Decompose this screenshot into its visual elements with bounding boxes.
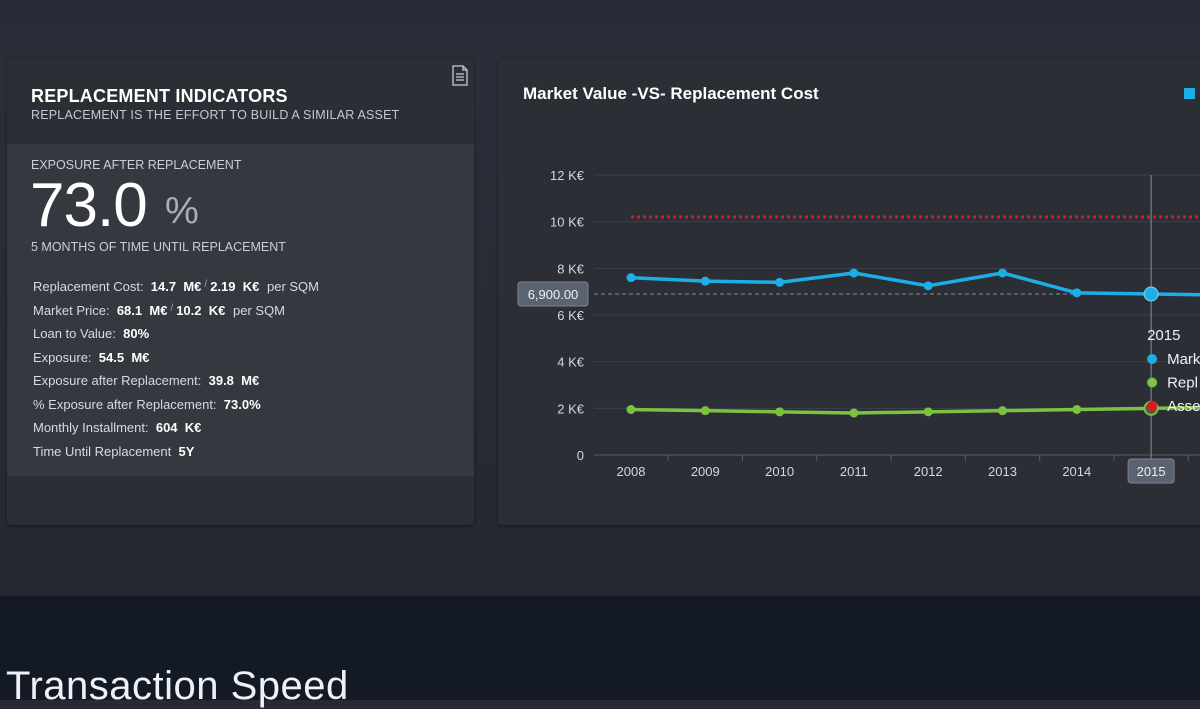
metric-time-until-replacement: Time Until Replacement 5Y [33,444,463,468]
metric-loan-to-value: Loan to Value: 80% [33,326,463,350]
card-subtitle: REPLACEMENT IS THE EFFORT TO BUILD A SIM… [31,108,400,122]
metric-value: 54.5 [98,349,125,365]
y-tick-label: 12 K€ [550,168,585,183]
data-point-replacement [700,406,710,416]
metric-replacement-cost: Replacement Cost: 14.7 M€/2.19 K€ per SQ… [33,279,463,303]
metric-exposure-after-replacement: Exposure after Replacement: 39.8 M€ [33,373,463,397]
metric-label: Loan to Value: [33,326,116,341]
metric-value-secondary: 10.2 [176,302,202,318]
exposure-unit: % [165,190,199,232]
data-point-replacement [626,405,636,414]
replacement-indicators-card: REPLACEMENT INDICATORS REPLACEMENT IS TH… [7,58,474,525]
metric-monthly-installment: Monthly Installment: 604 K€ [33,420,463,444]
metric-label: % Exposure after Replacement: [33,396,217,412]
metric-unit-secondary: K€ [242,279,260,294]
metrics-list: Replacement Cost: 14.7 M€/2.19 K€ per SQ… [33,279,463,467]
x-tick-label: 2010 [765,464,794,479]
tooltip-label-replacement: Repl [1167,375,1198,392]
legend-marker[interactable] [1184,88,1195,99]
metric-value: 14.7 [150,279,177,294]
tooltip-title: 2015 [1147,327,1180,344]
metric-unit: M€ [149,302,168,318]
y-tick-label: 10 K€ [550,215,585,230]
card-title: REPLACEMENT INDICATORS [31,86,288,106]
metric-value: 73.0% [223,396,261,412]
x-tick-label: 2008 [617,464,646,479]
tooltip-dot-asset [1147,401,1158,411]
metric-label: Time Until Replacement [33,443,172,459]
metric-unit: M€ [131,349,150,365]
highlight-point-market [1143,286,1159,302]
exposure-panel: EXPOSURE AFTER REPLACEMENT 73.0 % 5 MONT… [7,144,474,476]
data-point-replacement [1072,405,1082,414]
metric-label: Exposure: [33,349,92,365]
data-point-market [1072,288,1082,298]
metric-label: Market Price: [33,302,110,318]
y-tick-label: 2 K€ [557,401,585,416]
months-until-replacement: 5 MONTHS OF TIME UNTIL REPLACEMENT [31,240,286,254]
x-tick-label: 2011 [840,464,868,479]
metric-value-secondary: 2.19 [210,279,236,294]
metric-suffix: per SQM [233,302,286,318]
market-vs-replacement-chart-card: Market Value -VS- Replacement Cost 0 2 K€… [498,58,1200,525]
bottom-section-band [0,596,1200,700]
data-point-market [849,268,859,278]
metric-unit-secondary: K€ [208,302,226,318]
data-point-market [626,273,636,283]
series-line-market [630,271,1200,297]
metric-separator: / [170,302,174,314]
metric-value: 604 [155,420,178,435]
y-tick-label: 6 K€ [557,308,585,323]
metric-separator: / [204,279,208,290]
data-point-market [998,268,1007,278]
exposure-value: 73.0 [30,171,148,240]
metric-value: 5Y [178,443,195,459]
metric-pct-exposure-after-replacement: % Exposure after Replacement: 73.0% [33,397,463,421]
y-tick-label: 8 K€ [557,261,585,276]
document-icon[interactable] [451,65,469,87]
data-point-market [923,281,933,291]
data-point-replacement [923,407,933,417]
line-chart[interactable]: 0 2 K€ 4 K€ 6 K€ 8 K€ 10 K€ 12 K€ 2008 2009 2010 2… [498,58,1200,525]
data-point-market [775,277,785,287]
tooltip-label-market: Mark [1167,351,1200,368]
section-title-transaction-speed: Transaction Speed [6,664,349,708]
exposure-label: EXPOSURE AFTER REPLACEMENT [31,158,242,172]
metric-value: 39.8 [208,373,234,388]
x-tick-label: 2013 [988,464,1017,479]
metric-value: 68.1 [116,302,143,318]
metric-unit: K€ [184,420,202,435]
x-tick-label: 2009 [691,464,720,479]
tooltip-dot-market [1147,354,1158,364]
metric-market-price: Market Price: 68.1 M€/10.2 K€ per SQM [33,303,463,327]
chart-title: Market Value -VS- Replacement Cost [523,84,819,103]
metric-label: Exposure after Replacement: [33,373,202,388]
metric-label: Monthly Installment: [33,420,149,435]
tooltip-label-asset: Asse [1167,398,1200,415]
data-point-replacement [775,407,785,417]
metric-exposure: Exposure: 54.5 M€ [33,350,463,374]
y-crosshair-label: 6,900.00 [528,287,579,302]
y-tick-label: 4 K€ [557,355,585,370]
y-tick-label: 0 [577,448,584,463]
metric-suffix: per SQM [266,279,319,294]
metric-value: 80% [123,326,150,341]
data-point-replacement [849,408,859,418]
data-point-replacement [998,406,1007,416]
tooltip-dot-replacement [1147,377,1158,388]
x-tick-label: 2014 [1062,464,1091,479]
data-point-market [700,276,710,286]
y-crosshair-label-bg [517,281,589,307]
x-tick-label: 2012 [914,464,943,479]
metric-label: Replacement Cost: [33,279,144,294]
metric-unit: M€ [183,279,202,294]
metric-unit: M€ [241,373,260,388]
x-tick-label: 2015 [1137,464,1166,479]
